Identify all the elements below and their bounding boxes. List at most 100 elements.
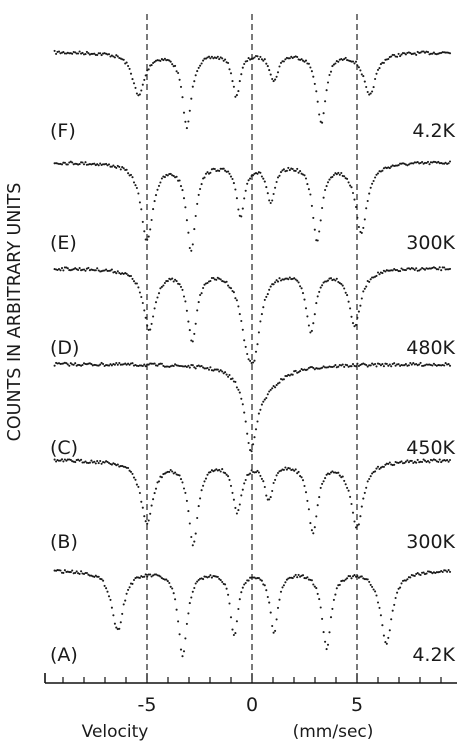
data-point xyxy=(247,57,250,60)
x-axis-label: Velocity xyxy=(82,722,149,742)
data-point xyxy=(296,472,299,475)
data-point xyxy=(231,80,234,83)
data-point xyxy=(196,309,199,312)
data-point xyxy=(121,612,124,615)
data-point xyxy=(359,69,362,72)
data-point xyxy=(244,420,247,423)
data-point xyxy=(260,579,263,582)
data-point xyxy=(444,51,447,54)
data-point xyxy=(159,59,162,62)
data-point xyxy=(265,186,268,189)
data-point xyxy=(328,178,331,181)
data-point xyxy=(178,283,181,286)
data-point xyxy=(138,576,141,579)
data-point xyxy=(369,186,372,189)
data-point xyxy=(106,590,109,593)
data-point xyxy=(360,575,363,578)
data-point xyxy=(409,361,412,365)
temperature-label: 4.2K xyxy=(412,120,455,142)
data-point xyxy=(127,172,130,175)
data-point xyxy=(376,465,380,468)
data-point xyxy=(259,578,262,581)
data-point xyxy=(404,363,407,366)
data-point xyxy=(365,486,368,489)
data-point xyxy=(400,582,403,585)
data-point xyxy=(397,52,400,55)
data-point xyxy=(421,50,424,53)
data-point xyxy=(271,624,274,628)
data-point xyxy=(124,599,127,602)
data-point xyxy=(288,169,291,172)
data-point xyxy=(71,52,74,55)
data-point xyxy=(84,460,87,463)
data-point xyxy=(187,364,190,367)
data-point xyxy=(169,468,172,472)
data-point xyxy=(321,284,324,287)
data-point xyxy=(354,365,358,368)
data-point xyxy=(154,301,158,304)
data-point xyxy=(185,219,188,222)
data-point xyxy=(169,585,172,588)
data-point xyxy=(272,631,275,634)
data-point xyxy=(324,100,327,103)
data-point xyxy=(187,612,190,615)
data-point xyxy=(440,269,443,272)
data-point xyxy=(143,78,146,81)
data-point xyxy=(297,573,300,576)
temperature-label: 300K xyxy=(406,232,455,254)
data-point xyxy=(249,449,252,452)
temperature-label: 300K xyxy=(406,531,455,553)
data-point xyxy=(350,365,353,368)
data-point xyxy=(368,93,371,96)
data-point xyxy=(144,316,147,319)
data-point xyxy=(315,90,318,93)
data-point xyxy=(227,61,230,65)
data-point xyxy=(318,598,321,601)
data-point xyxy=(119,621,122,624)
data-point xyxy=(132,280,136,283)
data-point xyxy=(266,192,269,195)
data-point xyxy=(143,309,146,312)
data-point xyxy=(224,583,227,586)
data-point xyxy=(448,267,452,270)
data-point xyxy=(105,587,108,590)
data-point xyxy=(232,85,235,88)
data-point xyxy=(446,459,449,462)
data-point xyxy=(234,95,237,98)
data-point xyxy=(316,504,319,507)
data-point xyxy=(334,364,337,367)
data-point xyxy=(138,93,141,96)
data-point xyxy=(107,163,111,166)
data-point xyxy=(429,161,432,164)
data-point xyxy=(374,77,377,81)
spectrum-f xyxy=(53,49,452,130)
data-point xyxy=(237,208,240,211)
data-point xyxy=(122,167,125,170)
data-point xyxy=(350,315,353,318)
data-point xyxy=(447,569,450,572)
data-point xyxy=(419,51,422,54)
data-point xyxy=(219,470,222,473)
data-point xyxy=(432,51,435,54)
data-point xyxy=(207,368,211,371)
data-point xyxy=(359,304,362,307)
data-point xyxy=(324,640,327,643)
data-point xyxy=(282,468,285,471)
data-point xyxy=(128,67,131,70)
data-point xyxy=(263,58,266,61)
data-point xyxy=(232,498,235,501)
data-point xyxy=(159,362,162,365)
data-point xyxy=(166,280,169,283)
data-point xyxy=(102,362,105,366)
data-point xyxy=(274,78,277,81)
data-point xyxy=(351,511,355,514)
data-point xyxy=(240,319,243,323)
data-point xyxy=(125,168,128,171)
data-point xyxy=(419,268,422,271)
data-point xyxy=(282,60,285,63)
data-point xyxy=(384,270,387,273)
data-point xyxy=(57,50,61,53)
data-point xyxy=(78,459,81,462)
data-point xyxy=(374,176,377,179)
data-point xyxy=(304,59,308,62)
